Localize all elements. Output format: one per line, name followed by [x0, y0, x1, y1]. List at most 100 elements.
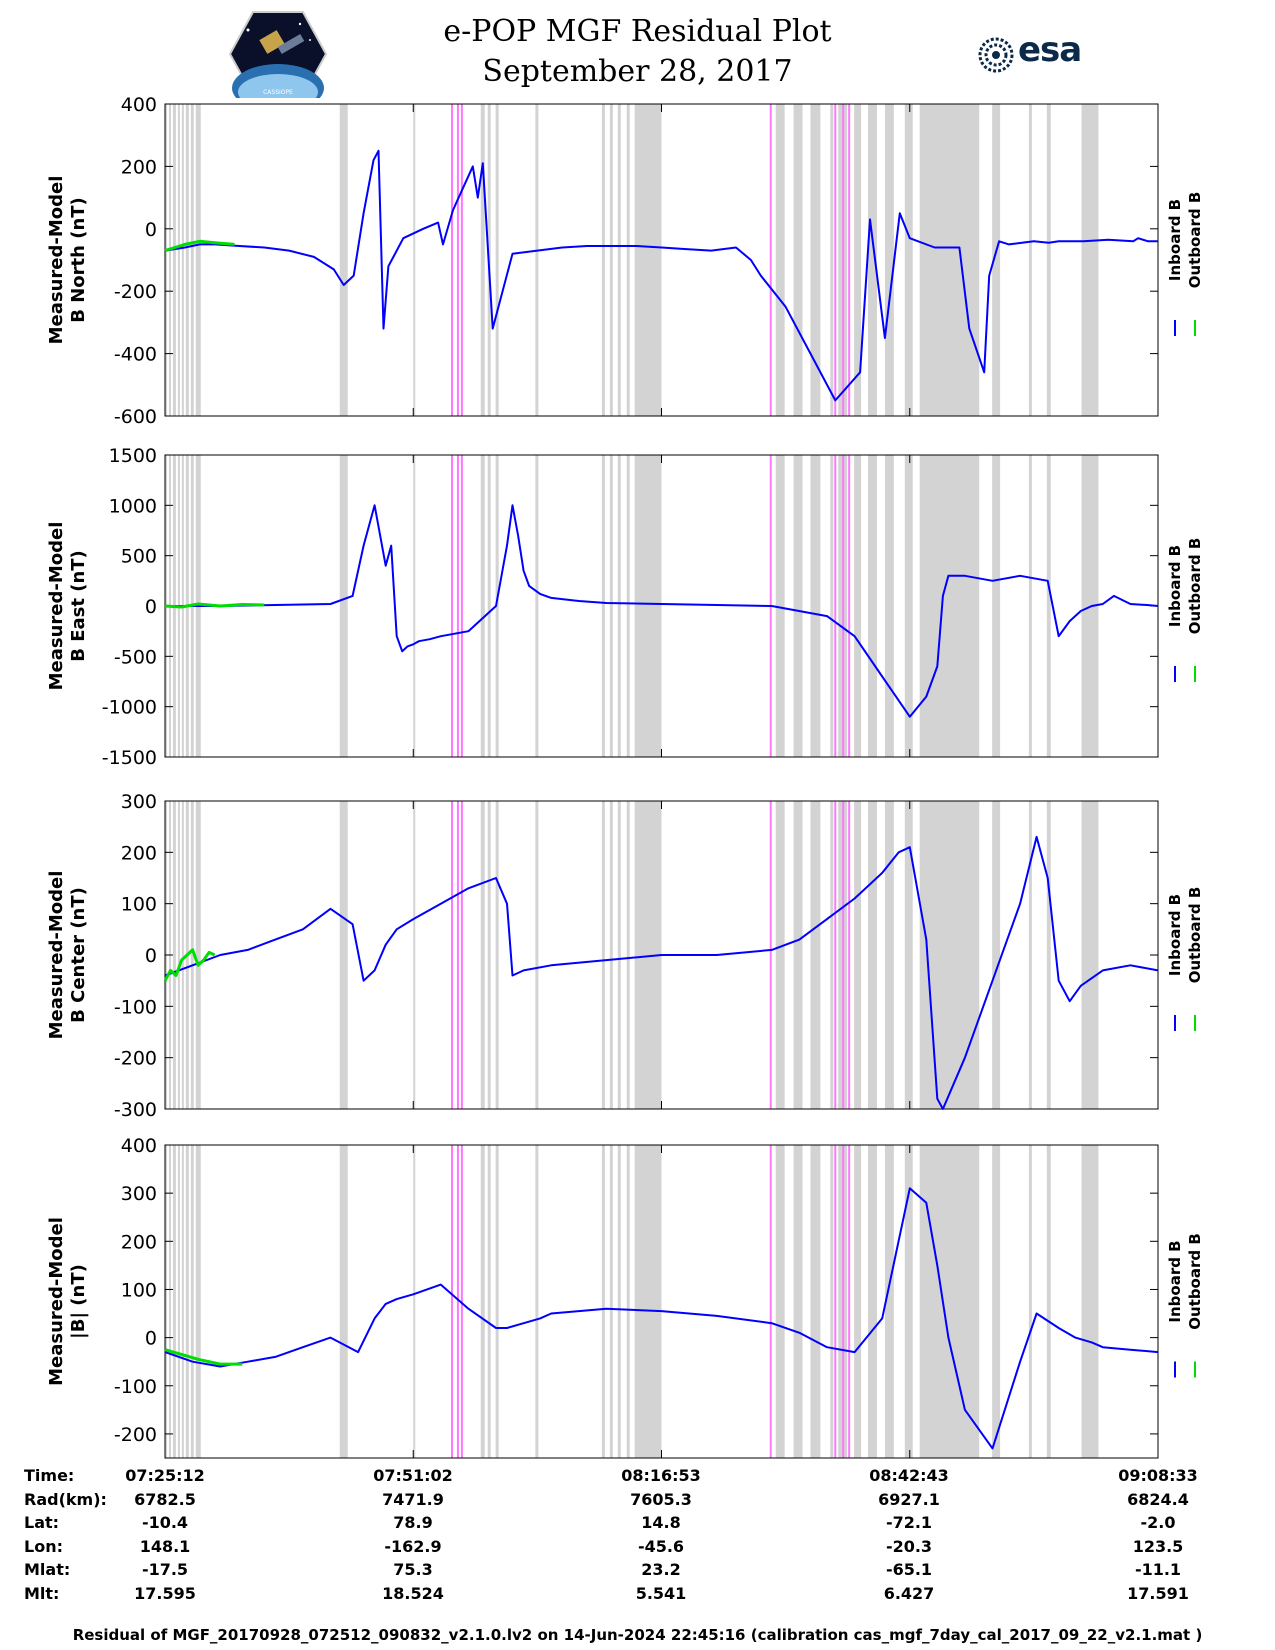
info-cell: 07:51:02	[373, 1466, 453, 1485]
data-gap-band	[775, 455, 785, 757]
data-gap-band	[1081, 1145, 1099, 1458]
data-gap-band	[1046, 455, 1051, 757]
info-cell: 7605.3	[630, 1489, 692, 1509]
data-gap-band	[181, 104, 184, 416]
data-gap-band	[904, 104, 913, 416]
y-tick-label: 200	[121, 156, 157, 178]
data-gap-band	[535, 801, 539, 1109]
inboard-series-line	[164, 835, 1159, 1110]
y-axis-label-line2: B East (nT)	[68, 550, 89, 662]
data-gap-band	[195, 801, 201, 1109]
data-gap-band	[339, 801, 348, 1109]
data-gap-band	[810, 1145, 821, 1458]
y-tick-label: 0	[145, 1328, 157, 1350]
data-gap-band	[884, 455, 894, 757]
data-gap-band	[992, 104, 1001, 416]
magenta-marker-band	[848, 104, 851, 416]
data-gap-band	[775, 104, 785, 416]
y-axis-label-line1: Measured-Model	[46, 522, 67, 691]
data-gap-band	[775, 1145, 785, 1458]
panel-4: 400 300 200 100 0 -100 -200 Measured-Model|B| (…	[46, 1135, 1204, 1459]
legend-inboard-label: Inboard B	[1166, 894, 1184, 976]
data-gap-band	[168, 104, 171, 416]
y-axis-label: Measured-ModelB North (nT)	[46, 176, 89, 345]
data-gap-band	[1028, 104, 1032, 416]
magenta-marker-band	[834, 801, 837, 1109]
info-cell: -162.9	[384, 1536, 442, 1556]
data-gap-band	[495, 1145, 499, 1458]
data-gap-band	[495, 104, 499, 416]
data-gap-band	[190, 801, 194, 1109]
data-gap-band	[480, 1145, 485, 1458]
data-gap-band	[185, 1145, 189, 1458]
y-tick-label: -100	[114, 996, 157, 1018]
legend-outboard-label: Outboard B	[1186, 192, 1204, 289]
data-gap-band	[413, 104, 416, 416]
inboard-series-line	[164, 1187, 1159, 1450]
data-gap-band	[1046, 801, 1051, 1109]
data-gap-band	[1081, 104, 1099, 416]
magenta-marker-band	[842, 104, 845, 416]
data-gap-band	[413, 1145, 416, 1458]
data-gap-band	[177, 801, 180, 1109]
info-cell: -65.1	[885, 1560, 933, 1579]
info-row-label: Rad(km):	[24, 1489, 107, 1509]
data-gap-band	[884, 104, 894, 416]
y-tick-label: 100	[121, 1279, 157, 1301]
y-tick-label: -200	[114, 1424, 157, 1446]
info-cell: 75.3	[393, 1560, 433, 1579]
data-gap-band	[919, 801, 980, 1109]
info-cell: 78.9	[393, 1513, 433, 1532]
orbit-info-table: Time: Rad(km): Lat: Lon: Mlat: Mlt: 07:25:12 67…	[0, 1466, 1275, 1616]
data-gap-band	[854, 1145, 862, 1458]
footer-caption: Residual of MGF_20170928_072512_090832_v…	[72, 1626, 1203, 1644]
data-gap-band	[172, 801, 176, 1109]
plot-date: September 28, 2017	[482, 54, 793, 89]
cassiope-logo: CASSIOPE	[228, 11, 328, 98]
y-tick-label: -300	[114, 1099, 157, 1121]
data-gap-band	[992, 455, 1001, 757]
info-cell: 123.5	[1132, 1536, 1184, 1556]
outboard-series-line	[164, 602, 265, 609]
y-tick-label: -400	[114, 344, 157, 366]
data-gap-band	[1046, 1145, 1051, 1458]
magenta-marker-band	[842, 455, 845, 757]
data-gap-band	[601, 801, 605, 1109]
y-tick-label: -500	[114, 646, 157, 668]
panel-2: 1500 1000 500 0 -500 -1000 -1500 Measured-Model…	[46, 445, 1204, 769]
y-tick-label: 200	[121, 1231, 157, 1253]
data-gap-band	[601, 455, 605, 757]
data-gap-band	[868, 455, 877, 757]
y-tick-label: -200	[114, 1048, 157, 1070]
y-tick-label: -600	[114, 406, 157, 428]
data-gap-band	[617, 801, 621, 1109]
info-cell: 6927.1	[878, 1489, 940, 1509]
info-cell: 6824.4	[1127, 1489, 1189, 1509]
data-gap-band	[181, 801, 184, 1109]
data-gap-band	[626, 455, 630, 757]
y-tick-label: 0	[145, 596, 157, 618]
outboard-series-line	[164, 239, 235, 253]
y-tick-label: 1500	[109, 445, 157, 467]
y-axis-label: Measured-ModelB East (nT)	[46, 522, 89, 691]
info-cell: 6.427	[883, 1583, 935, 1603]
data-gap-band	[495, 455, 499, 757]
cassiope-logo-text: CASSIOPE	[263, 89, 293, 96]
y-tick-label: 0	[145, 219, 157, 241]
data-gap-band	[1028, 1145, 1032, 1458]
data-gap-band	[634, 104, 662, 416]
data-gap-band	[904, 801, 913, 1109]
info-row-label: Lon:	[24, 1536, 63, 1556]
data-gap-band	[190, 104, 194, 416]
y-axis-label-line1: Measured-Model	[46, 871, 67, 1040]
y-axis-label-line2: |B| (nT)	[68, 1264, 89, 1339]
data-gap-band	[609, 1145, 613, 1458]
magenta-marker-band	[456, 455, 459, 757]
data-gap-band	[617, 1145, 621, 1458]
y-tick-label: 400	[121, 1135, 157, 1157]
data-gap-band	[830, 1145, 834, 1458]
magenta-marker-band	[848, 801, 851, 1109]
y-axis-label-line1: Measured-Model	[46, 1217, 67, 1386]
data-gap-band	[480, 801, 485, 1109]
y-tick-label: -100	[114, 1376, 157, 1398]
